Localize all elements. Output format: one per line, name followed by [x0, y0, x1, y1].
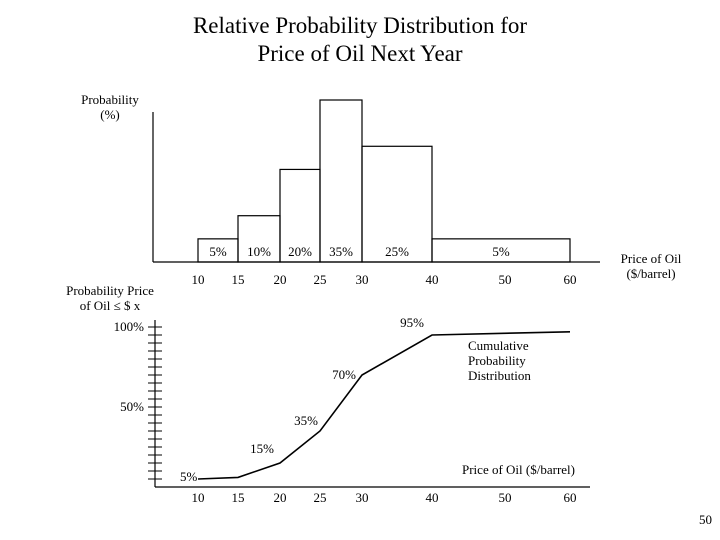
cumulative-ylabel-line-1: Probability Price — [66, 283, 154, 298]
cumulative-chart: 100% 50% 5% 15% 35% 70% 95% 10 15 20 25 30 40 50 60 — [114, 315, 590, 505]
cumulative-annotation-line-3: Distribution — [468, 368, 531, 383]
histogram-x-tick-label-4: 30 — [356, 272, 369, 287]
histogram-ylabel-line-2: (%) — [100, 107, 120, 122]
histogram-chart: 5% 10% 20% 35% 25% 5% 10 15 20 25 30 40 50 60 — [152, 99, 600, 287]
histogram-bar-label-2: 20% — [288, 244, 312, 259]
cumulative-x-tick-label-6: 50 — [499, 490, 512, 505]
cumulative-annotation-line-2: Probability — [468, 353, 526, 368]
histogram-x-tick-label-0: 10 — [192, 272, 205, 287]
histogram-x-tick-label-1: 15 — [232, 272, 245, 287]
cumulative-line — [197, 331, 571, 480]
cumulative-ylabel-line-2: of Oil ≤ $ x — [79, 298, 141, 313]
cumulative-annotation-line-1: Cumulative — [468, 338, 529, 353]
cumulative-point-label-4: 95% — [400, 315, 424, 330]
histogram-x-tick-label-3: 25 — [314, 272, 327, 287]
cumulative-y-tick-label-0: 100% — [114, 319, 145, 334]
cumulative-point-label-2: 35% — [294, 413, 318, 428]
cumulative-y-tick-label-1: 50% — [120, 399, 144, 414]
histogram-bar-3 — [319, 99, 363, 263]
cumulative-x-tick-label-0: 10 — [192, 490, 205, 505]
histogram-xlabel-line-2: ($/barrel) — [626, 266, 676, 281]
histogram-bar-label-0: 5% — [209, 244, 227, 259]
cumulative-x-tick-label-3: 25 — [314, 490, 327, 505]
histogram-bar-5 — [431, 238, 571, 263]
histogram-bar-label-3: 35% — [329, 244, 353, 259]
histogram-bar-4 — [361, 145, 433, 263]
cumulative-annotation: Cumulative Probability Distribution — [468, 338, 578, 383]
histogram-ylabel-line-1: Probability — [81, 92, 139, 107]
histogram-bar-label-4: 25% — [385, 244, 409, 259]
cumulative-point-label-3: 70% — [332, 367, 356, 382]
histogram-x-tick-label-2: 20 — [274, 272, 287, 287]
cumulative-point-label-1: 15% — [250, 441, 274, 456]
page-number: 50 — [699, 512, 712, 527]
histogram-x-tick-label-7: 60 — [564, 272, 577, 287]
cumulative-x-tick-label-1: 15 — [232, 490, 245, 505]
histogram-x-tick-label-5: 40 — [426, 272, 439, 287]
cumulative-x-tick-label-2: 20 — [274, 490, 287, 505]
histogram-x-tick-label-6: 50 — [499, 272, 512, 287]
cumulative-ylabel: Probability Price of Oil ≤ $ x — [46, 283, 174, 313]
histogram-ylabel: Probability (%) — [60, 92, 160, 122]
cumulative-xlabel: Price of Oil ($/barrel) — [462, 462, 575, 477]
chart-title: Relative Probability Distribution for Pr… — [0, 12, 720, 68]
cumulative-x-tick-label-7: 60 — [564, 490, 577, 505]
cumulative-x-tick-label-5: 40 — [426, 490, 439, 505]
title-line-1: Relative Probability Distribution for — [192, 13, 528, 38]
histogram-xlabel: Price of Oil ($/barrel) — [596, 251, 706, 281]
title-line-2: Price of Oil Next Year — [257, 41, 463, 66]
histogram-bar-label-5: 5% — [492, 244, 510, 259]
histogram-bar-label-1: 10% — [247, 244, 271, 259]
cumulative-x-tick-label-4: 30 — [356, 490, 369, 505]
cumulative-point-label-0: 5% — [180, 469, 198, 484]
histogram-xlabel-line-1: Price of Oil — [620, 251, 682, 266]
